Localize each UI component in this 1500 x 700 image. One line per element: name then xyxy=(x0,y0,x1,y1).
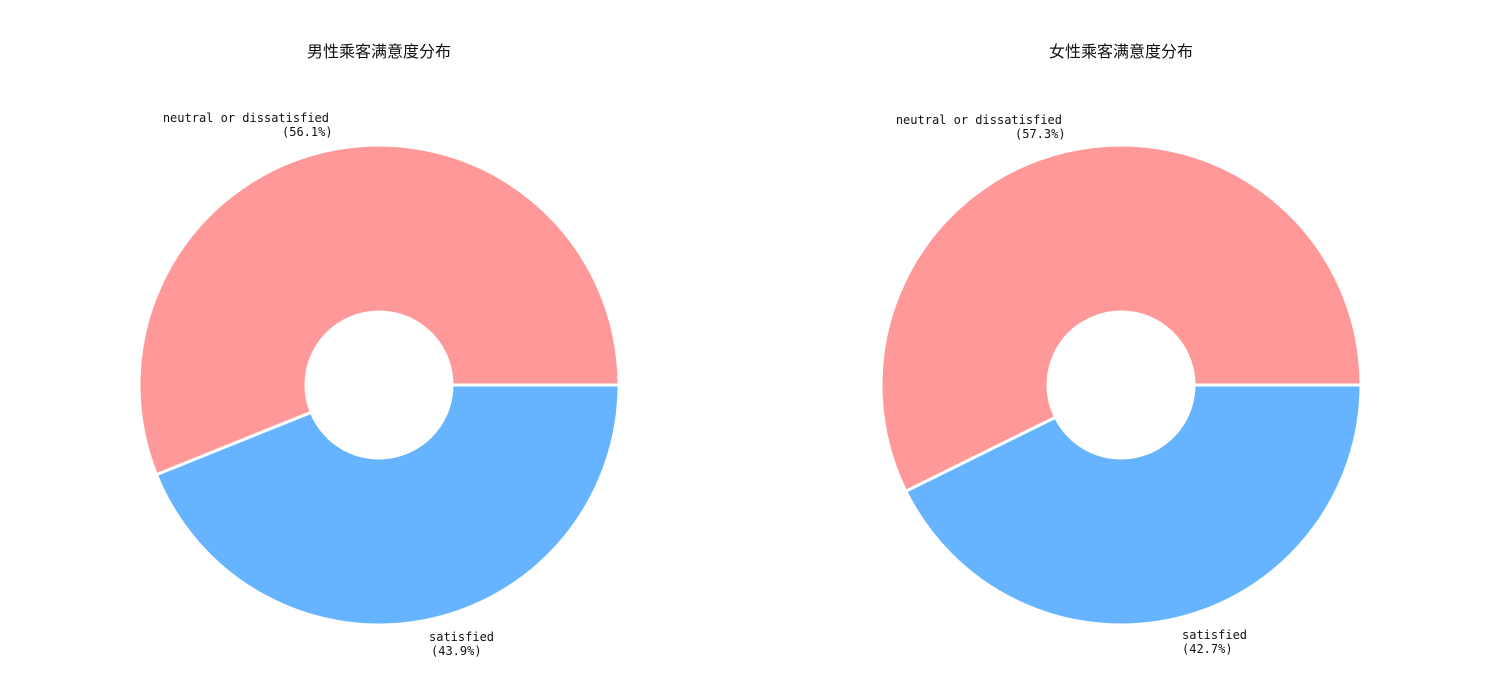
slice-label-male-0: neutral or dissatisfied xyxy=(163,111,329,125)
slice-percentage-female-0: (57.3%) xyxy=(1015,127,1066,141)
donut-slice-female-0 xyxy=(879,143,1363,494)
slice-label-female-1: satisfied xyxy=(1182,628,1247,642)
labels-male: neutral or dissatisfied(56.1%) satisfied(… xyxy=(163,111,494,658)
slice-label-female-0: neutral or dissatisfied xyxy=(896,113,1062,127)
donut-slice-male-0 xyxy=(137,143,621,477)
slice-percentage-male-0: (56.1%) xyxy=(282,125,333,139)
donut-female xyxy=(879,143,1363,627)
donut-slice-male-1 xyxy=(154,383,621,627)
chart-title-female: 女性乘客满意度分布 xyxy=(1049,42,1193,61)
donut-male xyxy=(137,143,621,627)
donut-slice-female-1 xyxy=(903,383,1363,627)
labels-female: neutral or dissatisfied(57.3%) satisfied(… xyxy=(896,113,1247,656)
slice-percentage-male-1: (43.9%) xyxy=(431,644,482,658)
slice-label-male-1: satisfied xyxy=(429,630,494,644)
slice-percentage-female-1: (42.7%) xyxy=(1182,642,1233,656)
chart-male-satisfaction: 男性乘客满意度分布 neutral or dissatisfied(56.1%)… xyxy=(137,42,621,658)
chart-female-satisfaction: 女性乘客满意度分布 neutral or dissatisfied(57.3%)… xyxy=(879,42,1363,656)
chart-title-male: 男性乘客满意度分布 xyxy=(307,42,451,61)
